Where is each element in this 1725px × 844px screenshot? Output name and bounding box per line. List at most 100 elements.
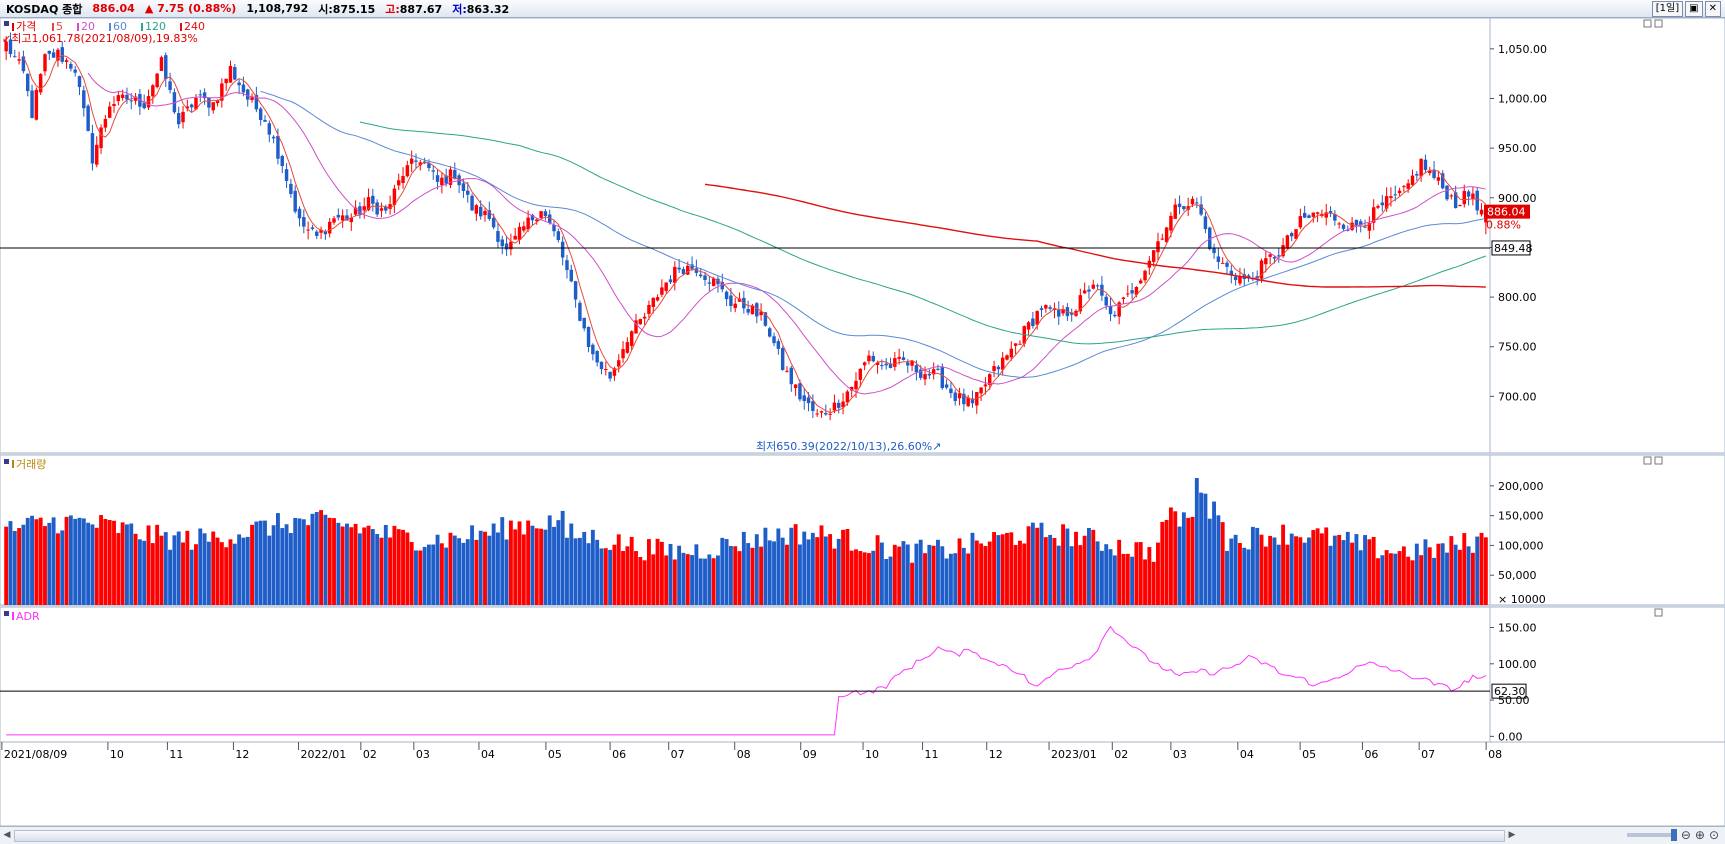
volume-bar xyxy=(155,524,160,605)
candle-body xyxy=(793,384,798,389)
date-tick-label: 10 xyxy=(865,748,879,761)
candle-body xyxy=(651,297,655,307)
candle-body xyxy=(1039,308,1044,310)
volume-bar xyxy=(452,535,457,605)
volume-bar xyxy=(1035,527,1040,605)
candle-body xyxy=(1272,257,1277,259)
candle-body xyxy=(220,83,224,101)
volume-bar xyxy=(923,553,927,605)
candle-body xyxy=(1057,309,1061,317)
volume-bar xyxy=(1220,522,1225,605)
volume-bar xyxy=(776,528,781,605)
volume-bar xyxy=(1397,551,1402,605)
chart-titlebar: KOSDAQ 종합 886.04 ▲ 7.75 (0.88%) 1,108,79… xyxy=(0,0,1725,18)
volume-bar xyxy=(306,525,311,605)
volume-bar xyxy=(172,535,177,605)
date-tick-label: 08 xyxy=(737,748,751,761)
candle-body xyxy=(125,94,129,100)
volume-bar xyxy=(181,542,185,605)
volume-bar xyxy=(1388,553,1393,605)
candle-body xyxy=(133,96,138,101)
volume-bar xyxy=(582,531,587,605)
volume-bar xyxy=(1061,524,1066,605)
volume-bar xyxy=(426,544,431,605)
scroll-track[interactable] xyxy=(14,830,1505,842)
candle-body xyxy=(90,133,95,164)
volume-bar xyxy=(810,532,815,605)
volume-bar xyxy=(1151,561,1156,605)
close-icon[interactable]: ✕ xyxy=(1704,1,1721,17)
scroll-left-icon[interactable]: ◀ xyxy=(3,830,11,840)
volume-bar xyxy=(1022,543,1027,605)
volume-bar xyxy=(73,518,78,605)
volume-bar xyxy=(823,536,828,605)
zoom-reset-icon[interactable]: ⊙ xyxy=(1708,828,1719,842)
candle-body xyxy=(1432,169,1436,178)
zoom-in-icon[interactable]: ⊕ xyxy=(1694,828,1705,842)
volume-bar xyxy=(1332,535,1337,605)
candle-body xyxy=(1440,173,1445,189)
candle-body xyxy=(336,214,341,218)
volume-bar xyxy=(759,546,764,605)
volume-bar xyxy=(1130,556,1135,605)
candle-body xyxy=(13,56,17,58)
restore-icon[interactable]: ▣ xyxy=(1685,1,1703,17)
volume-bar xyxy=(1354,534,1359,605)
volume-bar xyxy=(366,525,371,605)
candle-body xyxy=(1302,212,1307,218)
date-tick-label: 02 xyxy=(363,748,377,761)
volume-tick-label: 200,000 xyxy=(1498,480,1544,493)
window-controls: [1일] ▣ ✕ xyxy=(1651,1,1721,17)
volume-bar xyxy=(1449,536,1454,605)
volume-bar xyxy=(1091,529,1096,605)
candle-body xyxy=(1182,206,1186,210)
volume-bar xyxy=(910,562,915,605)
candle-body xyxy=(470,195,474,211)
candle-body xyxy=(1169,215,1173,231)
candle-body xyxy=(591,344,595,355)
volume-bar xyxy=(599,548,604,605)
candle-body xyxy=(565,260,569,271)
date-tick-label: 2021/08/09 xyxy=(4,748,67,761)
candle-body xyxy=(582,317,586,329)
scroll-right-icon[interactable]: ▶ xyxy=(1508,830,1516,840)
candle-body xyxy=(673,266,677,283)
candle-body xyxy=(1238,276,1242,284)
volume-bar xyxy=(1246,549,1251,605)
volume-bar xyxy=(936,539,940,605)
adr-tick-label: 150.00 xyxy=(1498,622,1537,635)
candle-body xyxy=(168,81,172,90)
candle-body xyxy=(276,135,280,159)
volume-bar xyxy=(86,522,91,605)
volume-bar xyxy=(815,537,820,605)
candle-body xyxy=(746,308,750,313)
candles-group xyxy=(4,32,1488,421)
zoom-out-icon[interactable]: ⊖ xyxy=(1680,828,1691,842)
candle-body xyxy=(711,278,716,287)
period-button[interactable]: [1일] xyxy=(1651,1,1684,17)
candle-body xyxy=(409,158,414,164)
volume-bar xyxy=(875,535,880,605)
volume-bar xyxy=(1186,517,1191,605)
volume-bar xyxy=(1056,545,1061,605)
candle-body xyxy=(716,278,720,285)
candle-body xyxy=(655,297,660,301)
candle-body xyxy=(1044,305,1048,309)
volume-bar xyxy=(194,544,198,605)
volume-bar xyxy=(185,530,190,605)
candle-body xyxy=(112,104,116,107)
volume-bar xyxy=(1319,533,1324,605)
candle-body xyxy=(737,298,742,302)
adr-menu-icon xyxy=(4,611,9,616)
chart-area[interactable]: 700.00 750.00 800.00 900.00 950.00 1,000.00 1,… xyxy=(0,18,1725,826)
candle-body xyxy=(634,320,638,334)
volume-bar xyxy=(219,542,224,605)
volume-bar xyxy=(491,523,496,605)
candle-body xyxy=(763,312,768,326)
volume-bar xyxy=(379,537,384,605)
candle-body xyxy=(392,188,397,205)
zoom-slider[interactable] xyxy=(1626,829,1677,841)
volume-bar xyxy=(1410,560,1415,605)
horizontal-scrollbar[interactable]: ◀ ▶ ⊖ ⊕ ⊙ xyxy=(0,826,1725,844)
candle-body xyxy=(487,210,492,219)
